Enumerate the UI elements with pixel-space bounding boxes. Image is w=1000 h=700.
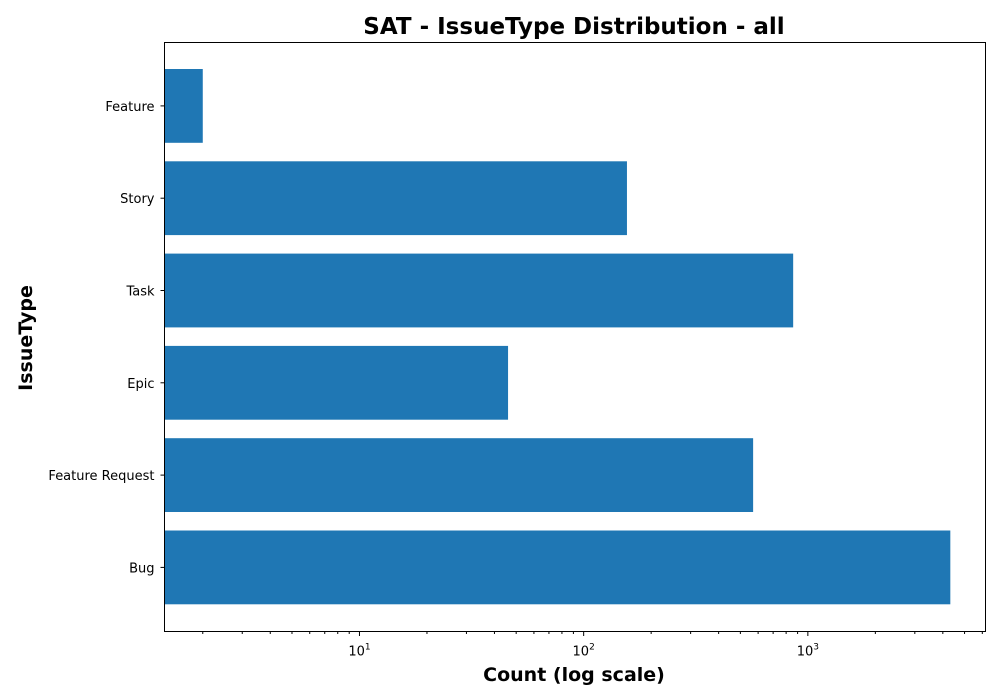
x-tick-label: 103 [797,643,819,660]
bars [164,69,951,605]
x-tick-label: 101 [348,643,370,660]
x-tick-label: 102 [573,643,595,660]
bar-epic [164,345,509,420]
x-axis-label: Count (log scale) [483,664,665,686]
chart-title: SAT - IssueType Distribution - all [363,14,784,40]
y-tick-label: Epic [127,377,154,392]
bar-task [164,253,794,328]
y-tick-label: Task [125,285,155,300]
plot-area-frame [164,42,986,632]
bar-story [164,161,627,236]
bar-feature-request [164,438,754,512]
y-axis-label: IssueType [15,285,37,391]
y-tick-label: Story [120,192,155,207]
y-tick-label: Feature Request [48,469,154,484]
x-axis-ticks: 101 102 103 [202,631,983,660]
y-axis-ticks: Feature Story Task Epic Feature Request Bug [48,100,165,576]
y-tick-label: Feature [105,100,154,115]
bar-feature [164,69,203,143]
y-tick-label: Bug [129,561,154,576]
bar-bug [164,530,951,605]
